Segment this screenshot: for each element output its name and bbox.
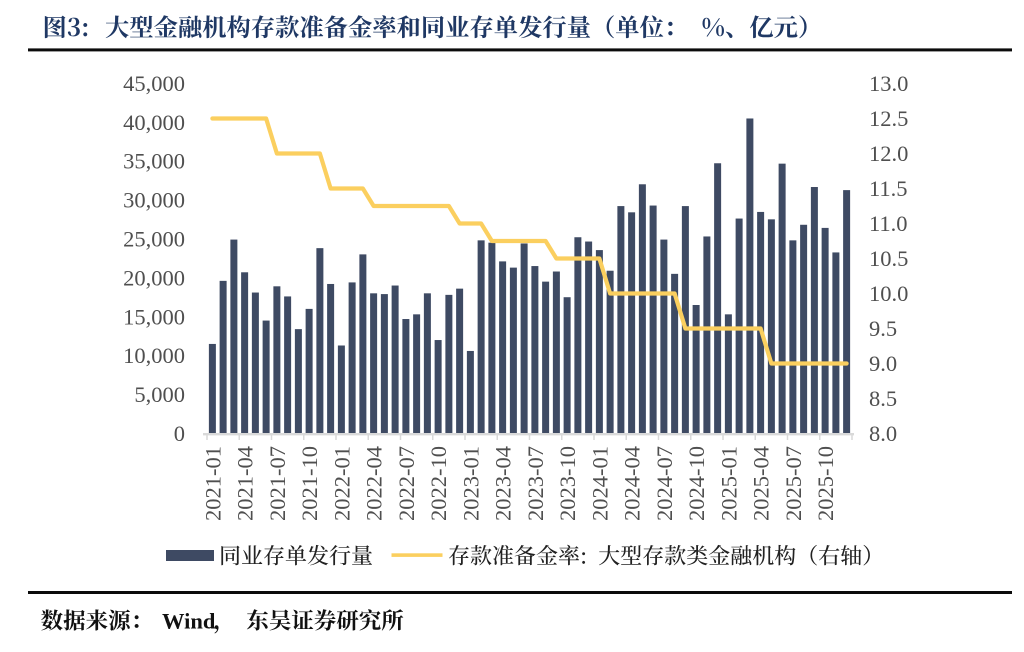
- svg-text:2023-04: 2023-04: [491, 446, 516, 521]
- svg-text:8.0: 8.0: [869, 421, 897, 446]
- svg-text:2025-01: 2025-01: [716, 446, 741, 521]
- svg-text:15,000: 15,000: [123, 304, 185, 329]
- svg-text:2023-07: 2023-07: [523, 446, 548, 521]
- svg-text:12.5: 12.5: [869, 106, 908, 131]
- svg-text:11.5: 11.5: [869, 176, 908, 201]
- svg-text:2023-01: 2023-01: [458, 446, 483, 521]
- svg-text:40,000: 40,000: [123, 110, 185, 135]
- svg-text:9.5: 9.5: [869, 316, 897, 341]
- svg-text:2025-07: 2025-07: [781, 446, 806, 521]
- svg-text:2024-01: 2024-01: [587, 446, 612, 521]
- svg-text:2021-10: 2021-10: [297, 446, 322, 521]
- svg-text:10.0: 10.0: [869, 281, 908, 306]
- svg-text:20,000: 20,000: [123, 265, 185, 290]
- svg-text:12.0: 12.0: [869, 141, 908, 166]
- svg-text:10.5: 10.5: [869, 246, 908, 271]
- svg-text:25,000: 25,000: [123, 227, 185, 252]
- svg-text:10,000: 10,000: [123, 343, 185, 368]
- svg-text:2023-10: 2023-10: [555, 446, 580, 521]
- svg-text:Wind: Wind: [162, 609, 216, 634]
- svg-text:2022-10: 2022-10: [426, 446, 451, 521]
- svg-text:45,000: 45,000: [123, 71, 185, 96]
- svg-text:2025-10: 2025-10: [813, 446, 838, 521]
- svg-text:2021-01: 2021-01: [200, 446, 225, 521]
- svg-text:2024-07: 2024-07: [652, 446, 677, 521]
- svg-text:2022-04: 2022-04: [362, 446, 387, 521]
- svg-text:2025-04: 2025-04: [749, 446, 774, 521]
- svg-text:30,000: 30,000: [123, 188, 185, 213]
- svg-text:2021-07: 2021-07: [265, 446, 290, 521]
- svg-text:2022-01: 2022-01: [329, 446, 354, 521]
- svg-text:2024-04: 2024-04: [620, 446, 645, 521]
- svg-text:35,000: 35,000: [123, 149, 185, 174]
- svg-text:8.5: 8.5: [869, 386, 897, 411]
- svg-text:2024-10: 2024-10: [684, 446, 709, 521]
- svg-text:2022-07: 2022-07: [394, 446, 419, 521]
- svg-text:13.0: 13.0: [869, 71, 908, 96]
- svg-text:2021-04: 2021-04: [233, 446, 258, 521]
- svg-text:9.0: 9.0: [869, 351, 897, 376]
- svg-text:11.0: 11.0: [869, 211, 908, 236]
- svg-text:5,000: 5,000: [134, 382, 185, 407]
- svg-text:0: 0: [174, 421, 185, 446]
